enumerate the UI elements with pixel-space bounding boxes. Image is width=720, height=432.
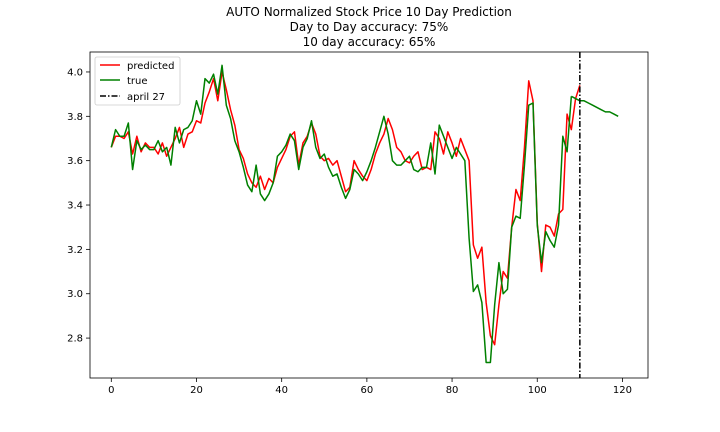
series-line-true bbox=[110, 64, 573, 364]
chart-title: AUTO Normalized Stock Price 10 Day Predi… bbox=[226, 5, 512, 19]
chart-subtitle-10day-accuracy: 10 day accuracy: 65% bbox=[303, 35, 436, 49]
y-tick-label: 4.0 bbox=[67, 67, 83, 78]
y-tick-label: 3.8 bbox=[67, 112, 83, 123]
x-tick-label: 40 bbox=[275, 385, 288, 396]
x-tick-label: 60 bbox=[361, 385, 374, 396]
plot-frame bbox=[89, 51, 649, 379]
legend-label-april-27: april 27 bbox=[127, 92, 165, 103]
y-tick-label: 3.4 bbox=[67, 201, 83, 212]
chart-subtitle-day-accuracy: Day to Day accuracy: 75% bbox=[290, 20, 449, 34]
x-tick-label: 120 bbox=[613, 385, 632, 396]
y-tick-label: 3.0 bbox=[67, 289, 83, 300]
x-tick-label: 20 bbox=[190, 385, 203, 396]
legend-label-predicted: predicted bbox=[127, 61, 174, 72]
x-tick-label: 80 bbox=[446, 385, 459, 396]
axis-layer: 0 20 40 60 80 100 120 2.8 3.0 3.2 3.4 3.6 3.8 4.0 bbox=[67, 67, 632, 396]
x-tick-label: 100 bbox=[528, 385, 547, 396]
y-tick-label: 2.8 bbox=[67, 334, 83, 345]
plot-area bbox=[90, 52, 648, 378]
x-tick-label: 0 bbox=[108, 385, 114, 396]
y-tick-label: 3.2 bbox=[67, 245, 83, 256]
y-tick-label: 3.6 bbox=[67, 156, 83, 167]
legend-box bbox=[94, 56, 181, 106]
legend-label-true: true bbox=[127, 76, 148, 87]
legend: predicted true april 27 bbox=[94, 56, 181, 106]
